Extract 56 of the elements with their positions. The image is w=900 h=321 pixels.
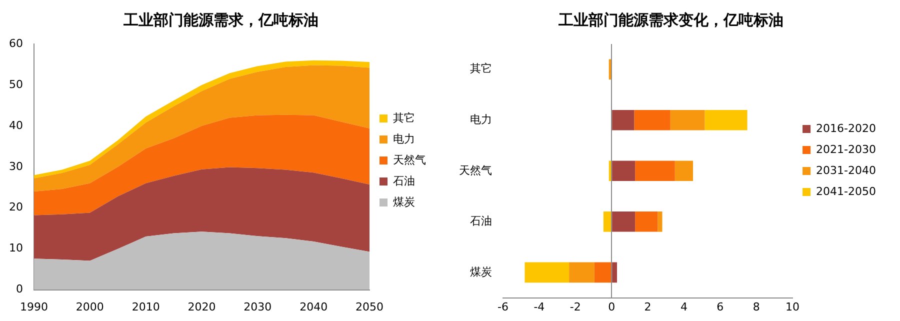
y-tick-label: 30	[8, 160, 23, 173]
x-tick-label: 2	[644, 300, 652, 314]
x-tick-label: 8	[752, 300, 760, 314]
x-tick-label: -2	[570, 300, 581, 314]
bar	[612, 212, 636, 232]
legend-label: 天然气	[393, 153, 426, 166]
x-tick-label: 4	[680, 300, 688, 314]
x-tick-label: -4	[534, 300, 545, 314]
x-tick-label: 2040	[300, 300, 328, 314]
y-tick-label: 10	[8, 242, 23, 255]
legend-label: 石油	[393, 174, 415, 188]
legend-label: 其它	[393, 111, 415, 124]
bar	[674, 160, 694, 182]
y-tick-label: 20	[8, 200, 23, 214]
x-tick-label: 2000	[76, 300, 104, 314]
bar	[612, 160, 636, 182]
bar	[658, 212, 662, 232]
bar	[612, 262, 618, 283]
x-tick-label: -6	[498, 300, 508, 314]
legend-label: 煤炭	[393, 195, 415, 208]
y-tick-label: 40	[8, 118, 23, 132]
y-tick-label: 煤炭	[470, 265, 492, 278]
y-tick-label: 天然气	[459, 164, 492, 177]
x-tick-label: 2020	[188, 300, 216, 314]
bar	[634, 110, 670, 130]
legend-label: 2031-2040	[816, 164, 876, 177]
y-tick-label: 电力	[470, 113, 492, 126]
chart-title: 工业部门能源需求，亿吨标油	[122, 10, 318, 29]
legend-label: 2021-2030	[816, 142, 876, 156]
legend-label: 电力	[393, 132, 415, 146]
legend-label: 2016-2020	[816, 122, 876, 135]
x-tick-label: 6	[716, 300, 724, 314]
x-tick-label: 2030	[244, 300, 272, 314]
x-tick-label: 2050	[356, 300, 384, 314]
chart-title: 工业部门能源需求变化，亿吨标油	[558, 10, 784, 29]
bar	[635, 212, 658, 232]
bar	[612, 110, 634, 130]
x-tick-label: 10	[786, 300, 800, 314]
y-tick-label: 其它	[470, 62, 492, 76]
bar	[524, 262, 570, 283]
y-tick-label: 60	[8, 36, 23, 50]
bar	[635, 160, 675, 182]
y-tick-label: 0	[16, 282, 23, 296]
y-tick-label: 石油	[470, 214, 492, 228]
bar	[608, 160, 612, 182]
y-tick-label: 50	[8, 78, 23, 91]
bar	[603, 212, 612, 232]
x-tick-label: 1990	[20, 300, 48, 314]
legend-label: 2041-2050	[816, 184, 876, 198]
bar	[569, 262, 594, 283]
bar	[594, 262, 612, 283]
bar	[670, 110, 705, 130]
x-tick-label: 0	[608, 300, 616, 314]
bar	[704, 110, 748, 130]
x-tick-label: 2010	[132, 300, 160, 314]
bar	[608, 59, 612, 80]
